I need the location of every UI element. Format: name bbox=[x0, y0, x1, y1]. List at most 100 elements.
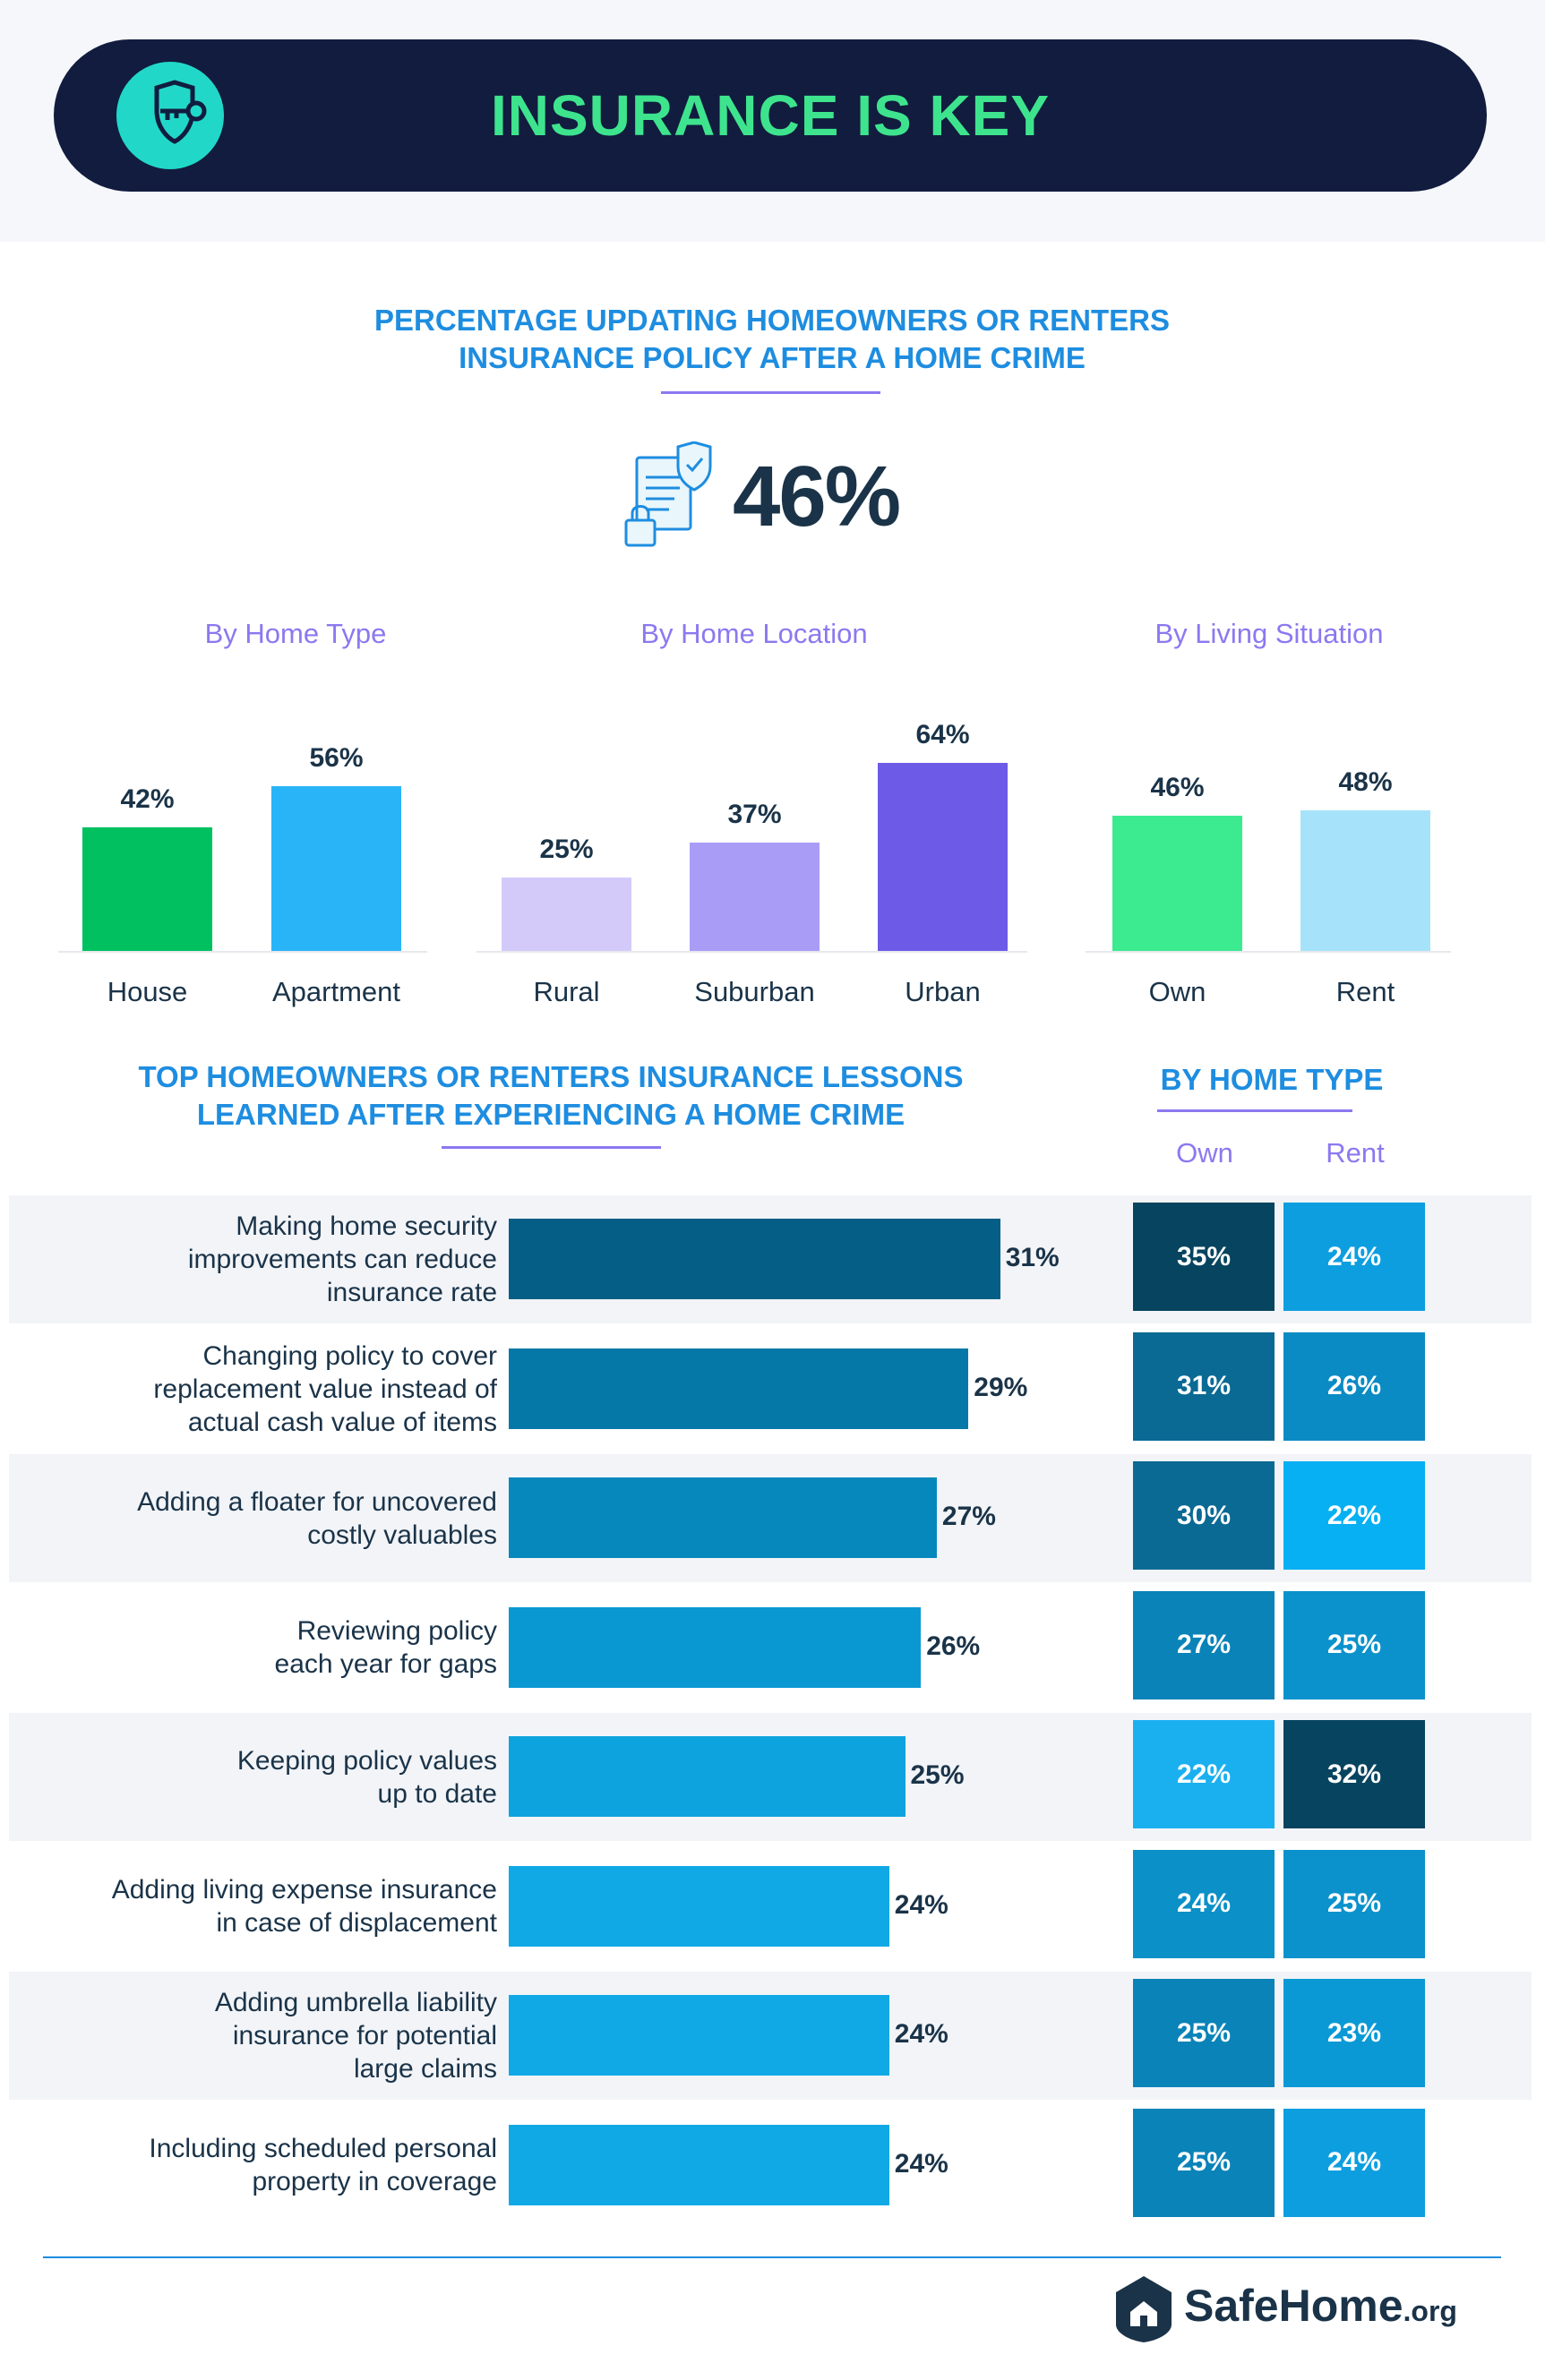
lesson-label-line: costly valuables bbox=[307, 1520, 497, 1550]
section2-underline bbox=[442, 1146, 661, 1149]
group-label-home-location: By Home Location bbox=[640, 618, 868, 649]
lesson-bar bbox=[509, 1348, 969, 1429]
lesson-value-label: 25% bbox=[910, 1760, 965, 1790]
lesson-bar bbox=[509, 1477, 937, 1558]
lesson-label: Making home security improvements can red… bbox=[27, 1195, 497, 1323]
column-header-rent: Rent bbox=[1326, 1137, 1385, 1169]
lesson-label-line: Reviewing policy bbox=[296, 1616, 497, 1646]
brand-domain: .org bbox=[1403, 2295, 1457, 2327]
bar-rural bbox=[502, 877, 631, 951]
bar-rent bbox=[1300, 809, 1430, 951]
rent-cell: 32% bbox=[1283, 1720, 1425, 1828]
lesson-label-line: Adding living expense insurance bbox=[111, 1875, 497, 1905]
baseline-home-type bbox=[58, 951, 427, 953]
lessons-chart: Making home security improvements can red… bbox=[9, 1195, 1532, 2230]
lesson-label: Adding a floater for uncovered costly val… bbox=[27, 1454, 497, 1582]
category-label-urban: Urban bbox=[905, 976, 981, 1007]
category-label-suburban: Suburban bbox=[694, 976, 815, 1007]
value-label-rent: 48% bbox=[1338, 766, 1393, 797]
lesson-label-text: Adding living expense insurance in case o… bbox=[112, 1873, 497, 1939]
bar-own bbox=[1112, 816, 1242, 951]
lesson-label-line: replacement value instead of bbox=[153, 1374, 497, 1404]
value-label-apartment: 56% bbox=[309, 743, 364, 774]
category-label-house: House bbox=[107, 976, 188, 1007]
lesson-value-label: 24% bbox=[894, 1889, 948, 1920]
baseline-home-location bbox=[476, 951, 1027, 953]
section2-heading: TOP HOMEOWNERS OR RENTERS INSURANCE LESS… bbox=[99, 1058, 1003, 1134]
column-header-own: Own bbox=[1176, 1137, 1233, 1169]
page-title: INSURANCE IS KEY bbox=[490, 83, 1051, 148]
rent-cell: 25% bbox=[1283, 1590, 1425, 1699]
lesson-bar bbox=[509, 2124, 889, 2205]
baseline-living-situation bbox=[1086, 951, 1451, 953]
lesson-bar bbox=[509, 1736, 906, 1817]
by-home-type-heading: BY HOME TYPE bbox=[1160, 1063, 1384, 1096]
lesson-label-text: Making home security improvements can red… bbox=[188, 1210, 497, 1309]
rent-cell: 23% bbox=[1283, 1979, 1425, 2087]
rent-cell: 26% bbox=[1283, 1331, 1425, 1441]
lesson-label-line: each year for gaps bbox=[274, 1649, 497, 1679]
own-cell: 24% bbox=[1133, 1849, 1275, 1958]
lesson-label-line: Adding a floater for uncovered bbox=[137, 1486, 497, 1517]
banner: INSURANCE IS KEY bbox=[54, 39, 1487, 192]
own-cell: 30% bbox=[1133, 1461, 1275, 1570]
lesson-label: Including scheduled personal property in … bbox=[27, 2102, 497, 2230]
lesson-label: Changing policy to cover replacement valu… bbox=[27, 1325, 497, 1453]
shield-key-icon bbox=[116, 62, 224, 169]
lesson-label-line: insurance rate bbox=[326, 1278, 497, 1307]
lesson-label: Adding umbrella liability insurance for p… bbox=[27, 1972, 497, 2100]
lesson-label-line: improvements can reduce bbox=[187, 1245, 497, 1274]
section1-heading-line2: INSURANCE POLICY AFTER A HOME CRIME bbox=[459, 341, 1086, 374]
lesson-value-label: 26% bbox=[926, 1631, 981, 1661]
lesson-bar bbox=[509, 1865, 889, 1947]
section1-heading: PERCENTAGE UPDATING HOMEOWNERS OR RENTER… bbox=[235, 302, 1309, 377]
rent-cell: 22% bbox=[1283, 1461, 1425, 1570]
overall-percentage: 46% bbox=[733, 449, 901, 544]
rent-cell: 24% bbox=[1283, 2108, 1425, 2217]
brand-logo: SafeHome.org bbox=[1184, 2280, 1498, 2342]
own-cell: 25% bbox=[1133, 1979, 1275, 2087]
value-label-own: 46% bbox=[1150, 773, 1205, 803]
footer-divider bbox=[43, 2256, 1501, 2258]
bar-urban bbox=[878, 763, 1008, 951]
lesson-bar bbox=[509, 1995, 889, 2076]
lesson-label-line: Making home security bbox=[236, 1211, 497, 1241]
lesson-label-text: Including scheduled personal property in … bbox=[149, 2132, 497, 2198]
category-label-own: Own bbox=[1148, 976, 1206, 1007]
lesson-label-line: Keeping policy values bbox=[236, 1745, 497, 1776]
lesson-bar bbox=[509, 1219, 1000, 1299]
lesson-bar bbox=[509, 1606, 922, 1688]
own-cell: 35% bbox=[1133, 1203, 1275, 1311]
lesson-label-line: actual cash value of items bbox=[187, 1407, 497, 1437]
group-label-home-type: By Home Type bbox=[204, 618, 387, 649]
lesson-label-text: Adding umbrella liability insurance for p… bbox=[215, 1986, 497, 2085]
lesson-label-line: up to date bbox=[377, 1778, 497, 1809]
value-label-rural: 25% bbox=[539, 834, 594, 864]
group-bar-charts: 42% House 56% Apartment 25% Rural 37% Suburban 6… bbox=[0, 0, 1545, 1030]
rent-cell: 24% bbox=[1283, 1203, 1425, 1311]
category-label-apartment: Apartment bbox=[271, 976, 400, 1007]
lesson-label-line: Including scheduled personal bbox=[149, 2134, 497, 2163]
section1-heading-line1: PERCENTAGE UPDATING HOMEOWNERS OR RENTER… bbox=[374, 304, 1170, 337]
lesson-label-text: Adding a floater for uncovered costly val… bbox=[137, 1485, 497, 1552]
own-cell: 27% bbox=[1133, 1590, 1275, 1699]
house-logo-icon bbox=[1112, 2273, 1175, 2344]
value-label-urban: 64% bbox=[915, 720, 970, 749]
lesson-label: Adding living expense insurance in case o… bbox=[27, 1843, 497, 1971]
lesson-label-line: Adding umbrella liability bbox=[214, 1988, 497, 2017]
lesson-label: Keeping policy values up to date bbox=[27, 1713, 497, 1841]
by-home-type-underline bbox=[1157, 1109, 1352, 1112]
value-label-house: 42% bbox=[120, 784, 175, 815]
rent-cell: 25% bbox=[1283, 1849, 1425, 1958]
lesson-label-line: Changing policy to cover bbox=[202, 1340, 497, 1371]
section2-heading-line2: LEARNED AFTER EXPERIENCING A HOME CRIME bbox=[196, 1098, 906, 1131]
insurance-document-icon bbox=[624, 441, 714, 553]
own-cell: 25% bbox=[1133, 2108, 1275, 2217]
lesson-value-label: 24% bbox=[894, 2019, 948, 2049]
lesson-value-label: 29% bbox=[974, 1372, 1028, 1402]
lesson-value-label: 24% bbox=[894, 2148, 948, 2179]
group-label-living-situation: By Living Situation bbox=[1154, 618, 1384, 649]
lesson-label-line: property in coverage bbox=[252, 2167, 498, 2196]
lesson-value-label: 27% bbox=[941, 1502, 996, 1531]
section1-underline bbox=[661, 391, 880, 394]
